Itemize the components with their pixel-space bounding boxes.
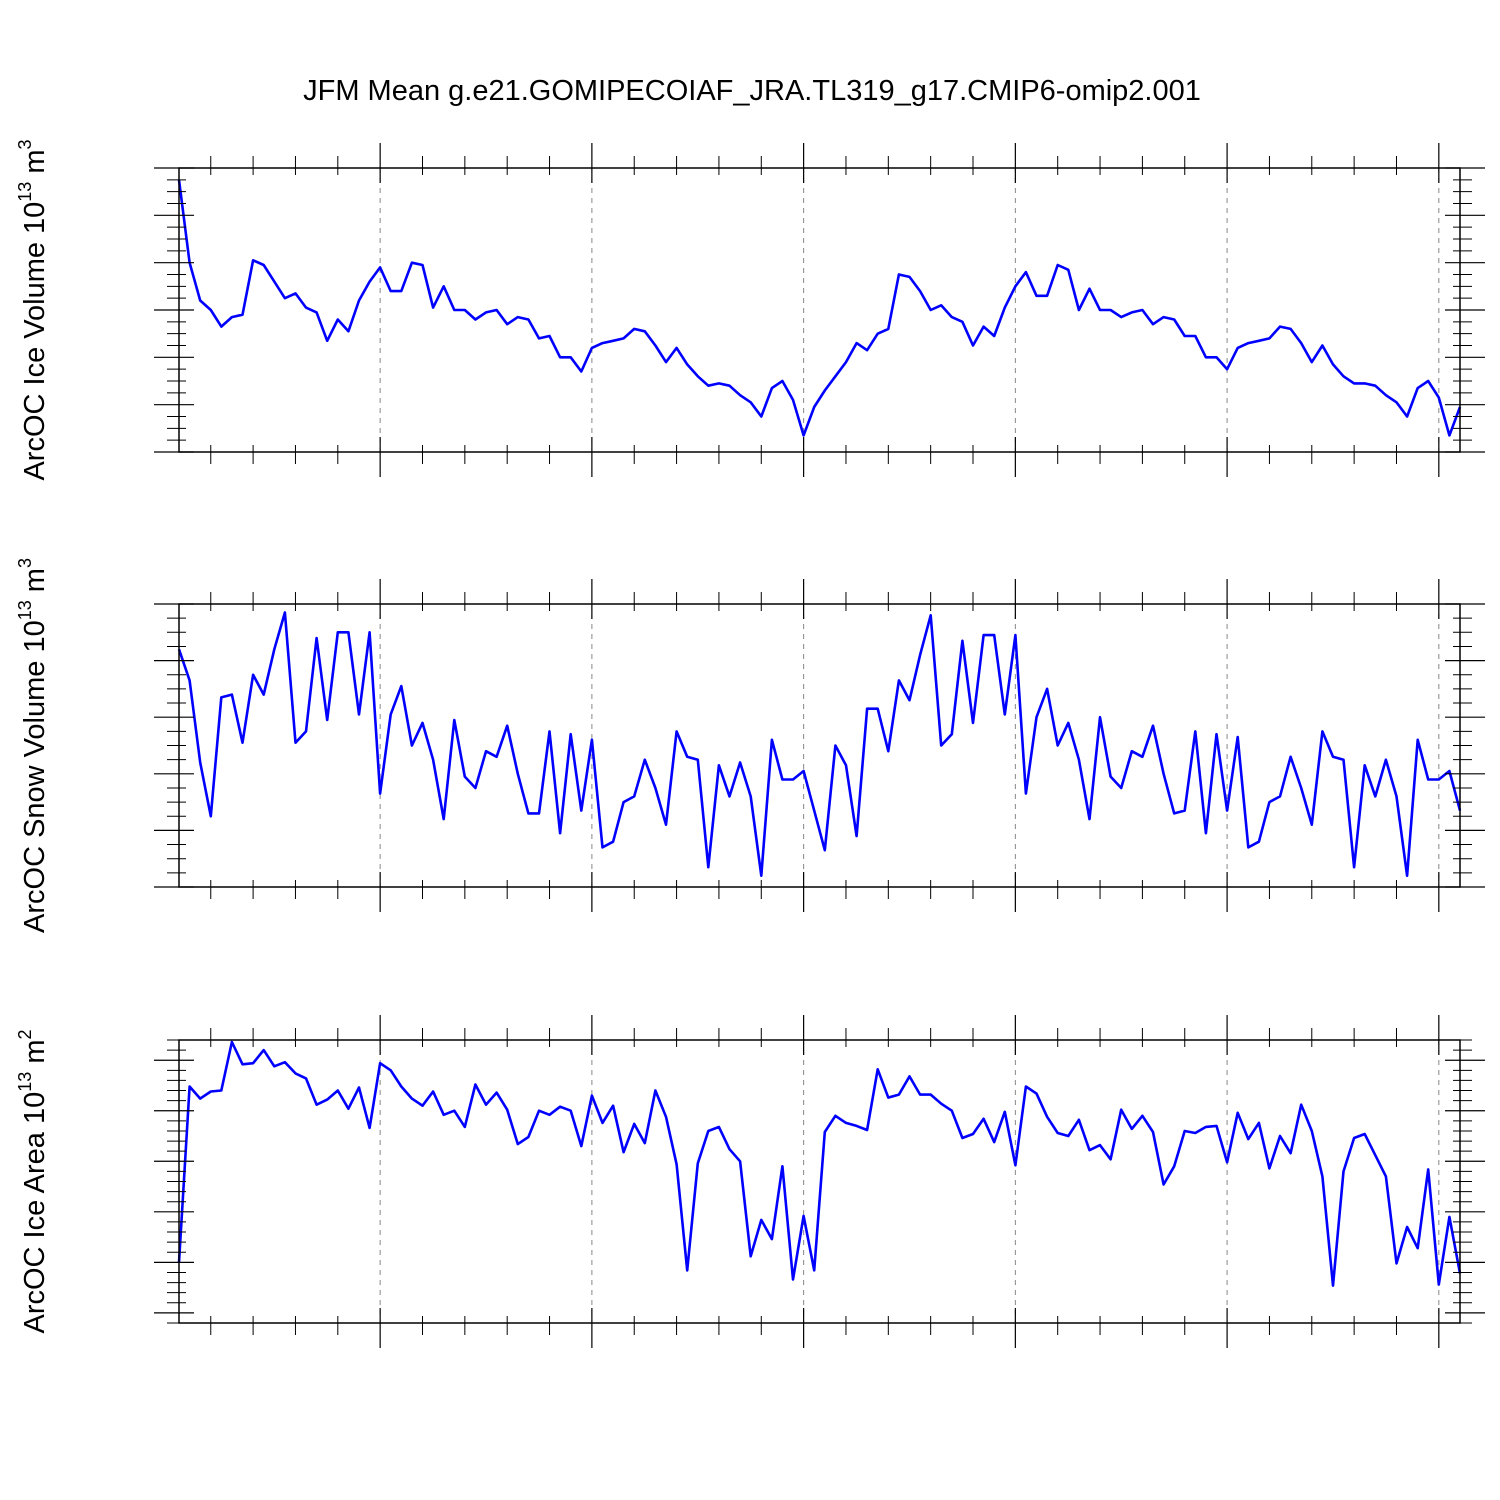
y-axis-label-unit-exponent: 3 (15, 139, 35, 149)
chart-panel-2: ArcOC Snow Volume 1013 m3 (15, 558, 1485, 933)
y-axis-label: ArcOC Snow Volume 1013 m3 (15, 558, 51, 933)
series-line-ice_volume (177, 179, 1462, 437)
y-axis-label-unit: m (19, 1039, 51, 1071)
y-axis-label-text: ArcOC Ice Volume 10 (19, 202, 51, 481)
y-axis-label-exponent: 13 (15, 1072, 35, 1092)
chart-panel-1: ArcOC Ice Volume 1013 m3 (15, 139, 1485, 481)
y-axis-label: ArcOC Ice Volume 1013 m3 (15, 139, 51, 480)
y-axis-label-exponent: 13 (15, 600, 35, 620)
y-axis-label-unit-exponent: 3 (15, 558, 35, 568)
y-axis-label-unit: m (19, 149, 51, 181)
series-line-snow_volume (177, 611, 1462, 878)
figure-title: JFM Mean g.e21.GOMIPECOIAF_JRA.TL319_g17… (303, 75, 1201, 107)
y-axis-label: ArcOC Ice Area 1013 m2 (15, 1029, 51, 1333)
y-axis-label-unit: m (19, 568, 51, 600)
y-axis-label-text: ArcOC Ice Area 10 (19, 1092, 51, 1334)
chart-panel-3: ArcOC Ice Area 1013 m2 (15, 1015, 1485, 1348)
y-axis-label-text: ArcOC Snow Volume 10 (19, 620, 51, 933)
y-axis-label-exponent: 13 (15, 182, 35, 202)
y-axis-label-unit-exponent: 2 (15, 1029, 35, 1039)
series-line-ice_area (177, 1040, 1462, 1287)
